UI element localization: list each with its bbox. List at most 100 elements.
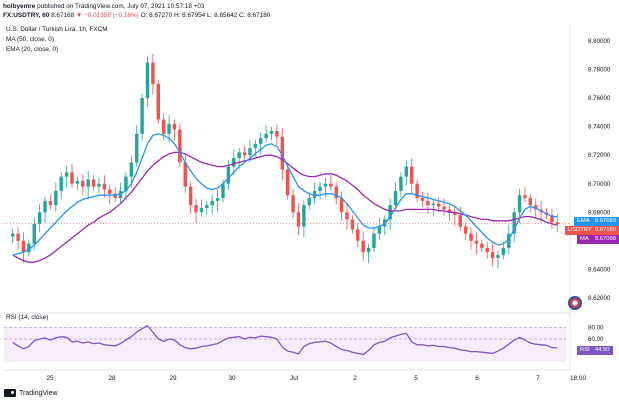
candle-down (242, 152, 247, 156)
candle-down (474, 240, 479, 244)
symbol-line: FX:USDTRY, 60 8.67168 ▼ −0.01358 (−0.16%… (3, 11, 615, 20)
ema20-line (12, 133, 558, 256)
close-value: C: 8.67180 (239, 12, 271, 19)
ma-value-tag: 8.67098 (592, 235, 619, 244)
candle-up (64, 172, 69, 177)
candle-down (555, 222, 560, 224)
candle-down (172, 123, 177, 130)
candle-down (81, 180, 85, 187)
candle-up (118, 190, 123, 199)
candle-down (453, 212, 457, 216)
candle-down (447, 209, 452, 213)
candle-down (339, 198, 344, 213)
candle-down (420, 198, 425, 201)
candle-down (194, 205, 198, 213)
x-tick-label: 30 (228, 375, 236, 382)
x-tick-label: 2 (353, 375, 357, 382)
candle-up (399, 176, 403, 191)
candle-up (372, 233, 376, 248)
candle-down (91, 179, 96, 187)
candle-down (48, 200, 53, 206)
symbol-name: FX:USDTRY, 60 (3, 12, 50, 19)
candle-down (550, 215, 554, 223)
chart-header: holbyemre published on TradingView.com, … (3, 2, 615, 22)
ma-tag: MA (577, 235, 592, 244)
candle-down (108, 189, 112, 194)
candle-down (480, 243, 484, 248)
ema-value-tag: 8.67683 (592, 217, 619, 226)
candle-up (269, 130, 274, 134)
y-tick-label: 8.76000 (588, 95, 611, 102)
last-price: 8.67168 (51, 12, 75, 19)
candle-up (27, 243, 31, 253)
candle-down (350, 219, 355, 230)
brand-name[interactable]: TradingView (19, 389, 58, 397)
candle-up (318, 186, 322, 191)
publish-info: published on TradingView.com, July 07, 2… (37, 3, 205, 10)
author-name[interactable]: holbyemre (3, 3, 36, 10)
x-tick-label: 28 (108, 375, 116, 382)
candle-up (32, 223, 36, 244)
candle-down (415, 183, 419, 199)
candle-down (334, 186, 338, 199)
candle-up (302, 205, 306, 227)
candle-up (75, 180, 80, 184)
candle-down (426, 200, 430, 206)
candle-down (178, 129, 182, 163)
rsi-legend[interactable]: RSI (14, close) (6, 314, 49, 321)
y-tick-label: 8.62000 (588, 295, 611, 302)
candle-down (469, 233, 473, 241)
chart-title: U.S. Dollar / Turkish Lira, 1h, FXCM (6, 26, 108, 33)
candle-up (253, 143, 258, 149)
candle-down (113, 193, 117, 199)
candle-down (490, 252, 495, 258)
currency-flag-icon (568, 296, 582, 310)
candle-up (323, 183, 328, 187)
candle-up (312, 190, 317, 199)
candle-down (458, 215, 462, 227)
candle-down (16, 233, 20, 241)
candle-up (167, 123, 171, 134)
candle-up (377, 226, 382, 234)
publish-line: holbyemre published on TradingView.com, … (3, 2, 615, 11)
open-value: O: 8.67270 (140, 12, 173, 19)
candle-down (528, 198, 533, 206)
symbol-tag: USDTRY (565, 226, 595, 235)
price-change: ▼ −0.01358 (−0.16%) (75, 12, 139, 19)
candle-up (210, 200, 214, 206)
x-tick-label: 7 (536, 375, 540, 382)
candle-up (86, 179, 90, 187)
rsi-value-tag: 44.50 (592, 346, 613, 355)
x-tick-label: 25 (46, 375, 54, 382)
candle-down (361, 240, 365, 253)
candle-down (285, 169, 290, 196)
candle-down (21, 240, 26, 253)
candle-up (393, 190, 398, 206)
candle-up (388, 205, 392, 220)
candle-down (534, 205, 538, 210)
x-tick-label: 18:00 (570, 375, 586, 382)
ma-legend[interactable]: MA (50, close, 0) (6, 35, 54, 43)
y-tick-label: 8.80000 (588, 38, 611, 45)
candle-down (463, 226, 468, 234)
candle-down (345, 212, 349, 220)
candle-up (237, 152, 241, 159)
candle-up (43, 200, 47, 213)
candle-down (329, 183, 333, 187)
x-tick-label: Jul (290, 375, 298, 382)
candle-up (512, 212, 516, 234)
y-tick-label: 8.78000 (588, 67, 611, 74)
candle-down (161, 119, 166, 134)
candle-up (501, 247, 506, 256)
candle-up (259, 138, 263, 144)
rsi-tick-label: 60.00 (588, 336, 604, 343)
candle-up (59, 176, 63, 191)
candle-up (307, 198, 311, 206)
candle-up (215, 198, 220, 201)
ema-legend[interactable]: EMA (20, close, 0) (6, 45, 59, 53)
candle-up (507, 233, 511, 248)
candle-up (226, 166, 231, 184)
y-tick-label: 8.68000 (588, 209, 611, 216)
candle-down (275, 130, 279, 137)
